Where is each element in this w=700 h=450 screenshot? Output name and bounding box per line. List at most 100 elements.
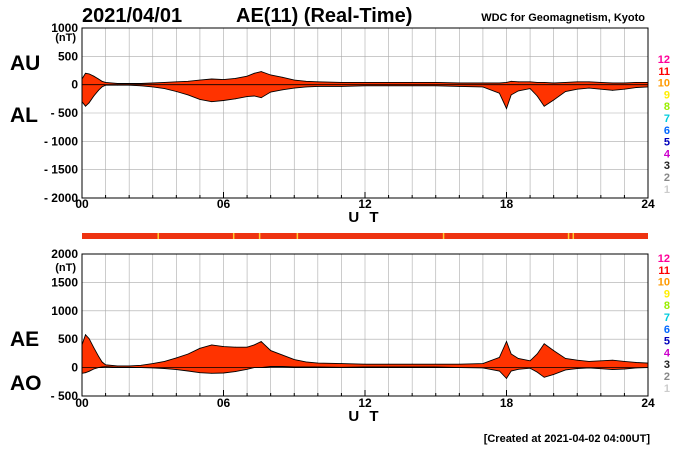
data-point-au [529,81,531,83]
y-tick-label: 500 [58,49,78,63]
data-point-ae [140,364,142,366]
data-point-au [116,83,118,84]
data-point-al [536,95,538,97]
data-point-au [164,82,165,83]
data-point-ao [600,368,602,370]
data-point-ae [482,363,484,365]
legend-item: 3 [664,160,670,172]
data-point-ao [199,372,201,374]
data-point-ae [588,360,590,362]
data-point-ae [543,343,545,345]
data-point-au [187,80,189,82]
data-point-au [253,72,255,74]
data-point-ae [152,363,154,365]
data-point-ao [510,370,512,372]
data-point-ao [553,374,555,375]
data-point-au [317,81,319,83]
data-point-al [482,86,484,88]
data-point-ae [187,353,189,355]
x-tick-label: 24 [641,197,655,211]
legend-item: 2 [664,371,670,383]
data-point-ao [499,370,500,372]
data-point-ae [85,334,86,336]
y-tick-label: - 500 [51,106,79,120]
unit-label: (nT) [55,32,76,44]
legend-item: 7 [664,312,670,324]
data-point-al [260,97,262,99]
coverage-bar-gap [442,233,445,239]
data-point-au [624,82,625,84]
data-point-al [553,99,555,101]
legend-item: 6 [664,324,670,336]
x-tick-label: 00 [75,396,89,410]
source-label: WDC for Geomagnetism, Kyoto [481,12,645,24]
data-point-al [270,91,272,93]
data-point-ao [612,369,614,370]
data-point-au [576,81,578,83]
data-point-au [411,82,413,83]
data-point-au [543,82,545,83]
data-point-ae [175,357,177,359]
data-point-ae [435,363,437,365]
data-point-ae [164,360,165,362]
data-point-au [199,79,201,81]
legend-item: 8 [664,300,670,312]
y-tick-label: 2000 [51,247,78,261]
data-point-au [388,82,389,83]
data-point-al [576,88,578,90]
data-point-al [506,108,507,109]
data-point-ao [211,372,213,374]
data-point-au [510,80,512,82]
data-point-al [253,95,255,97]
legend-item: 3 [664,359,670,371]
y-tick-label: - 500 [51,389,79,403]
legend-item: 12 [658,253,670,265]
data-point-au [517,81,519,83]
legend-item: 4 [664,347,671,359]
data-point-au [88,73,90,75]
lower-series-label: AL [10,104,38,127]
data-point-au [600,82,602,83]
data-point-ae [612,359,614,361]
data-point-au [364,82,366,83]
legend-item: 1 [664,184,670,196]
legend-item: 11 [658,66,670,78]
station-coverage-bar [82,233,648,239]
data-point-ae [282,354,283,356]
data-point-ao [270,366,272,367]
data-point-al [364,85,366,87]
data-point-ao [187,370,189,372]
data-point-al [529,88,531,90]
y-tick-label: 1500 [51,275,78,289]
data-point-al [140,85,142,87]
lower-series-label: AO [10,372,42,395]
data-point-ae [517,358,519,359]
legend-item: 7 [664,113,670,125]
data-point-al [341,85,342,87]
data-point-al [88,102,90,104]
data-point-au [234,78,236,79]
data-point-au [128,83,130,84]
data-point-au [152,82,154,84]
data-point-ae [317,362,319,364]
x-tick-label: 18 [500,197,514,211]
x-axis-label: U T [348,408,381,425]
legend-item: 6 [664,125,670,137]
data-point-ae [510,353,512,355]
data-point-au [270,74,272,76]
x-tick-label: 12 [358,396,372,410]
data-point-ae [341,363,342,365]
upper-series-label: AU [10,52,40,75]
data-point-al [98,89,99,91]
legend-item: 2 [664,172,670,184]
data-point-ao [88,370,90,372]
data-point-ae [223,346,224,347]
data-point-au [499,82,500,84]
data-point-ae [98,355,99,357]
y-tick-label: 1000 [51,21,78,35]
data-point-au [553,82,555,84]
coverage-bar-gap [572,233,575,239]
data-point-ae [529,360,531,362]
data-point-ae [246,346,248,348]
